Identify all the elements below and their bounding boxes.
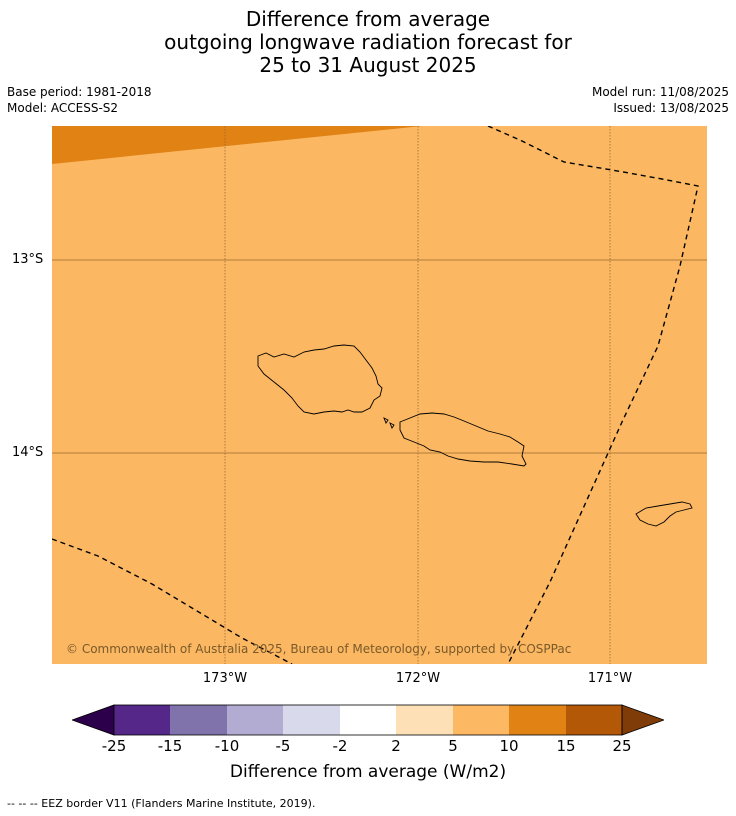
meta-left: Base period: 1981-2018 Model: ACCESS-S2	[7, 84, 152, 116]
upolu-island	[399, 412, 527, 467]
eez-border-east	[487, 126, 699, 664]
map-panel	[52, 126, 707, 664]
eez-footnote: -- -- -- EEZ border V11 (Flanders Marine…	[7, 797, 316, 810]
colorbar-tick: 10	[499, 737, 519, 755]
model-name: Model: ACCESS-S2	[7, 101, 119, 115]
map-title: Difference from average outgoing longwav…	[0, 8, 736, 77]
olr-anomaly-band	[52, 126, 422, 164]
colorbar-tick: 15	[556, 737, 576, 755]
map-svg	[52, 126, 707, 664]
colorbar-tick: -5	[275, 737, 291, 755]
colorbar-bin	[396, 705, 453, 735]
colorbar-tick: -15	[157, 737, 183, 755]
title-line-3: 25 to 31 August 2025	[259, 53, 477, 77]
base-period: Base period: 1981-2018	[7, 85, 152, 99]
eez-border	[52, 126, 699, 664]
title-line-2: outgoing longwave radiation forecast for	[164, 30, 572, 54]
tutuila-island	[635, 501, 693, 527]
graticule	[52, 126, 707, 664]
title-line-1: Difference from average	[245, 7, 491, 31]
colorbar-svg	[70, 704, 666, 736]
apolima-island	[389, 422, 395, 429]
model-run: Model run: 11/08/2025	[591, 85, 729, 99]
lat-label-14s: 14°S	[12, 445, 44, 460]
lat-label-13s: 13°S	[12, 252, 44, 267]
colorbar-tick: -10	[214, 737, 240, 755]
colorbar-tick: -25	[101, 737, 127, 755]
olr-anomaly-field	[52, 126, 707, 664]
lon-label-172w: 172°W	[395, 671, 441, 686]
colorbar-tick: 2	[391, 737, 401, 755]
meta-right: Model run: 11/08/2025 Issued: 13/08/2025	[592, 84, 729, 116]
colorbar-frame	[113, 704, 623, 736]
colorbar-bin	[227, 705, 283, 735]
copyright-notice: © Commonwealth of Australia 2025, Bureau…	[66, 642, 572, 656]
colorbar-bin	[114, 705, 170, 735]
colorbar-tick: 5	[448, 737, 458, 755]
lon-label-173w: 173°W	[202, 671, 248, 686]
colorbar-extend-low	[70, 704, 115, 736]
coastlines	[257, 344, 693, 527]
colorbar-bin	[170, 705, 227, 735]
colorbar-bin	[453, 705, 509, 735]
lon-label-171w: 171°W	[587, 671, 633, 686]
colorbar-tick: 25	[612, 737, 632, 755]
issued-date: Issued: 13/08/2025	[613, 101, 729, 115]
colorbar-bin	[566, 705, 622, 735]
savaii-island	[257, 344, 383, 415]
colorbar-extend-high	[621, 704, 666, 736]
colorbar-bin	[340, 705, 396, 735]
eez-border-southwest	[52, 538, 293, 664]
colorbar	[70, 704, 666, 740]
colorbar-bin	[283, 705, 340, 735]
manono-island	[383, 417, 389, 424]
colorbar-bin	[509, 705, 566, 735]
colorbar-tick: -2	[332, 737, 348, 755]
colorbar-label: Difference from average (W/m2)	[229, 762, 507, 782]
